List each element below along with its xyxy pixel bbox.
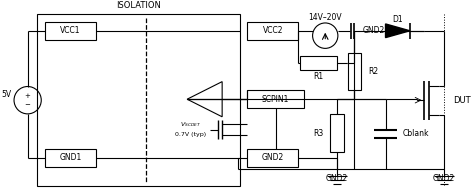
Text: D1: D1 — [392, 15, 403, 24]
Bar — [347, 53, 361, 90]
Text: GND2: GND2 — [362, 26, 384, 35]
Text: DUT: DUT — [454, 96, 471, 105]
Text: 0.7V (typ): 0.7V (typ) — [175, 132, 207, 137]
Text: −: − — [25, 102, 31, 108]
Text: +: + — [25, 93, 31, 99]
Bar — [247, 22, 298, 40]
Text: GND2: GND2 — [433, 174, 455, 183]
Bar — [330, 114, 344, 152]
Text: Cblank: Cblank — [403, 129, 429, 138]
Text: R3: R3 — [313, 129, 323, 138]
Text: SCPIN1: SCPIN1 — [262, 95, 289, 104]
Text: R1: R1 — [313, 72, 323, 81]
Bar — [45, 22, 96, 40]
Text: R2: R2 — [368, 67, 378, 76]
Text: 5V: 5V — [1, 90, 11, 99]
Bar — [45, 149, 96, 167]
Text: VCC1: VCC1 — [60, 26, 81, 35]
Text: GND2: GND2 — [326, 174, 348, 183]
Bar — [247, 149, 298, 167]
Text: 14V–20V: 14V–20V — [309, 13, 342, 22]
Bar — [300, 56, 337, 70]
Bar — [37, 14, 240, 186]
Polygon shape — [385, 24, 410, 38]
Text: VCC2: VCC2 — [263, 26, 283, 35]
Text: $V_{SCDET}$: $V_{SCDET}$ — [181, 120, 201, 129]
Text: GND1: GND1 — [59, 153, 82, 162]
Text: ISOLATION: ISOLATION — [116, 1, 161, 10]
Text: GND2: GND2 — [262, 153, 284, 162]
Bar — [247, 90, 304, 108]
